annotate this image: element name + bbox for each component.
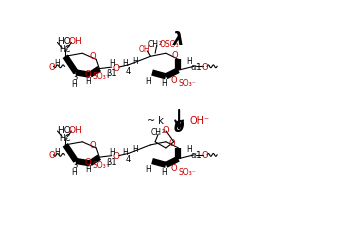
Text: α1: α1: [190, 151, 202, 160]
Text: ~ k: ~ k: [147, 116, 164, 126]
Text: H: H: [161, 167, 167, 176]
Text: H: H: [59, 45, 65, 54]
Text: H: H: [161, 79, 167, 88]
Text: CH: CH: [150, 128, 161, 137]
Text: 2: 2: [161, 129, 165, 134]
Text: O: O: [201, 62, 208, 72]
Text: O: O: [113, 63, 120, 72]
Text: θ: θ: [173, 119, 184, 134]
Text: O: O: [90, 140, 96, 149]
Text: H: H: [132, 56, 138, 66]
Text: HO: HO: [57, 37, 71, 46]
Text: SO₃⁻: SO₃⁻: [178, 167, 196, 176]
Text: OH: OH: [139, 45, 150, 54]
Text: O: O: [168, 139, 175, 147]
Text: O: O: [49, 62, 55, 72]
Text: C: C: [65, 45, 70, 54]
Text: O: O: [201, 151, 208, 160]
Text: H: H: [85, 76, 90, 85]
Text: SO₃⁻: SO₃⁻: [178, 79, 196, 88]
Text: O: O: [90, 52, 96, 61]
Text: OH⁻: OH⁻: [189, 116, 209, 126]
Text: OH: OH: [68, 37, 82, 46]
Text: H: H: [122, 59, 128, 68]
Text: HO: HO: [57, 125, 71, 134]
Text: H: H: [55, 59, 60, 68]
Text: H: H: [72, 79, 77, 88]
Text: O: O: [163, 125, 169, 134]
Text: H: H: [59, 133, 65, 142]
Text: 3: 3: [72, 73, 77, 81]
Text: 2: 2: [64, 134, 68, 139]
Text: O: O: [171, 164, 177, 173]
Text: H: H: [145, 165, 151, 174]
Text: 2: 2: [158, 40, 162, 45]
Text: C: C: [65, 133, 70, 142]
Text: H: H: [145, 76, 151, 85]
Text: CH: CH: [147, 40, 158, 49]
Text: O: O: [84, 70, 91, 78]
Text: OSO₃⁻: OSO₃⁻: [160, 40, 183, 49]
Text: λ: λ: [173, 31, 184, 49]
Text: O: O: [84, 158, 91, 167]
Text: SO₃⁻: SO₃⁻: [92, 72, 110, 81]
Text: O: O: [113, 151, 120, 161]
Text: SO₃⁻: SO₃⁻: [92, 160, 110, 169]
Text: H: H: [109, 147, 114, 156]
Text: H: H: [72, 168, 77, 177]
Text: H: H: [55, 147, 60, 156]
Text: H: H: [122, 147, 128, 156]
Text: H: H: [132, 145, 138, 154]
Text: β1: β1: [106, 69, 117, 78]
Text: 4: 4: [126, 155, 132, 164]
Text: 2: 2: [64, 46, 68, 51]
Text: 3: 3: [72, 161, 77, 170]
Text: H: H: [109, 59, 114, 68]
Text: H: H: [186, 56, 192, 66]
Text: O: O: [49, 151, 55, 160]
Text: α1: α1: [190, 62, 202, 72]
Text: O: O: [172, 51, 179, 60]
Text: OH: OH: [68, 125, 82, 134]
Text: H: H: [186, 145, 192, 154]
Text: β1: β1: [106, 157, 117, 166]
Text: 4: 4: [126, 67, 132, 75]
Text: H: H: [85, 165, 90, 174]
Text: O: O: [171, 76, 177, 85]
